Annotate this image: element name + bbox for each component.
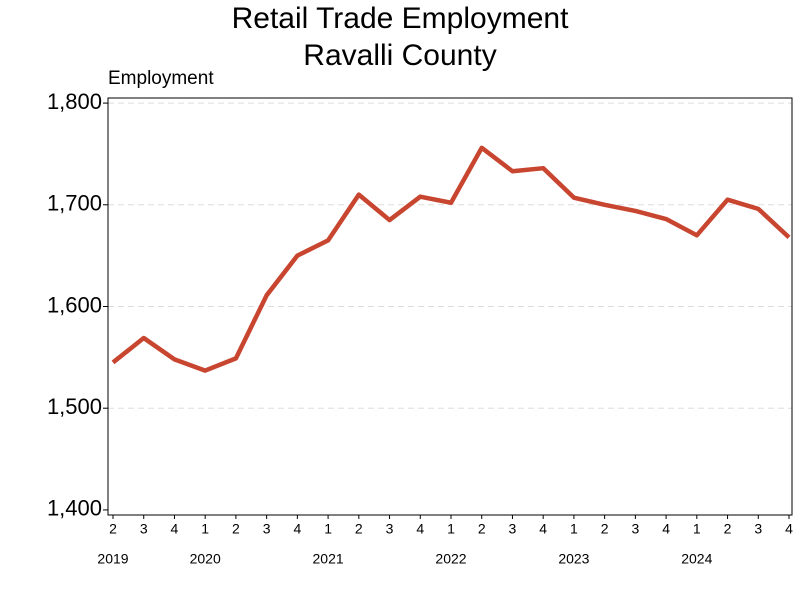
y-tick-label: 1,700 <box>47 191 102 216</box>
x-tick-label: 4 <box>539 521 547 537</box>
x-tick-label: 2 <box>724 521 732 537</box>
x-tick-label: 1 <box>570 521 578 537</box>
year-label: 2020 <box>190 551 221 567</box>
chart-title: Retail Trade Employment <box>232 2 569 35</box>
x-tick-label: 1 <box>693 521 701 537</box>
x-tick-label: 2 <box>601 521 609 537</box>
x-tick-label: 4 <box>416 521 424 537</box>
x-tick-label: 2 <box>109 521 117 537</box>
x-tick-label: 4 <box>171 521 179 537</box>
x-tick-label: 2 <box>355 521 363 537</box>
x-tick-label: 3 <box>631 521 639 537</box>
x-tick-label: 3 <box>509 521 517 537</box>
year-label: 2022 <box>435 551 466 567</box>
year-label: 2019 <box>97 551 128 567</box>
x-tick-label: 1 <box>447 521 455 537</box>
series-line <box>111 145 791 373</box>
x-tick-label: 3 <box>386 521 394 537</box>
year-label: 2023 <box>558 551 589 567</box>
x-tick-label: 1 <box>201 521 209 537</box>
x-tick-label: 3 <box>140 521 148 537</box>
y-axis-label: Employment <box>108 68 214 89</box>
x-tick-label: 1 <box>324 521 332 537</box>
x-tick-label: 3 <box>263 521 271 537</box>
x-tick-label: 4 <box>662 521 670 537</box>
y-tick-label: 1,800 <box>47 89 102 114</box>
y-tick-label: 1,400 <box>47 496 102 521</box>
chart-subtitle: Ravalli County <box>303 39 496 72</box>
y-tick-label: 1,500 <box>47 394 102 419</box>
year-label: 2021 <box>313 551 344 567</box>
x-tick-label: 4 <box>293 521 301 537</box>
x-tick-label: 4 <box>785 521 793 537</box>
x-tick-label: 2 <box>478 521 486 537</box>
plot-frame <box>107 97 793 516</box>
x-tick-label: 3 <box>754 521 762 537</box>
x-tick-label: 2 <box>232 521 240 537</box>
year-label: 2024 <box>681 551 712 567</box>
y-tick-label: 1,600 <box>47 292 102 317</box>
